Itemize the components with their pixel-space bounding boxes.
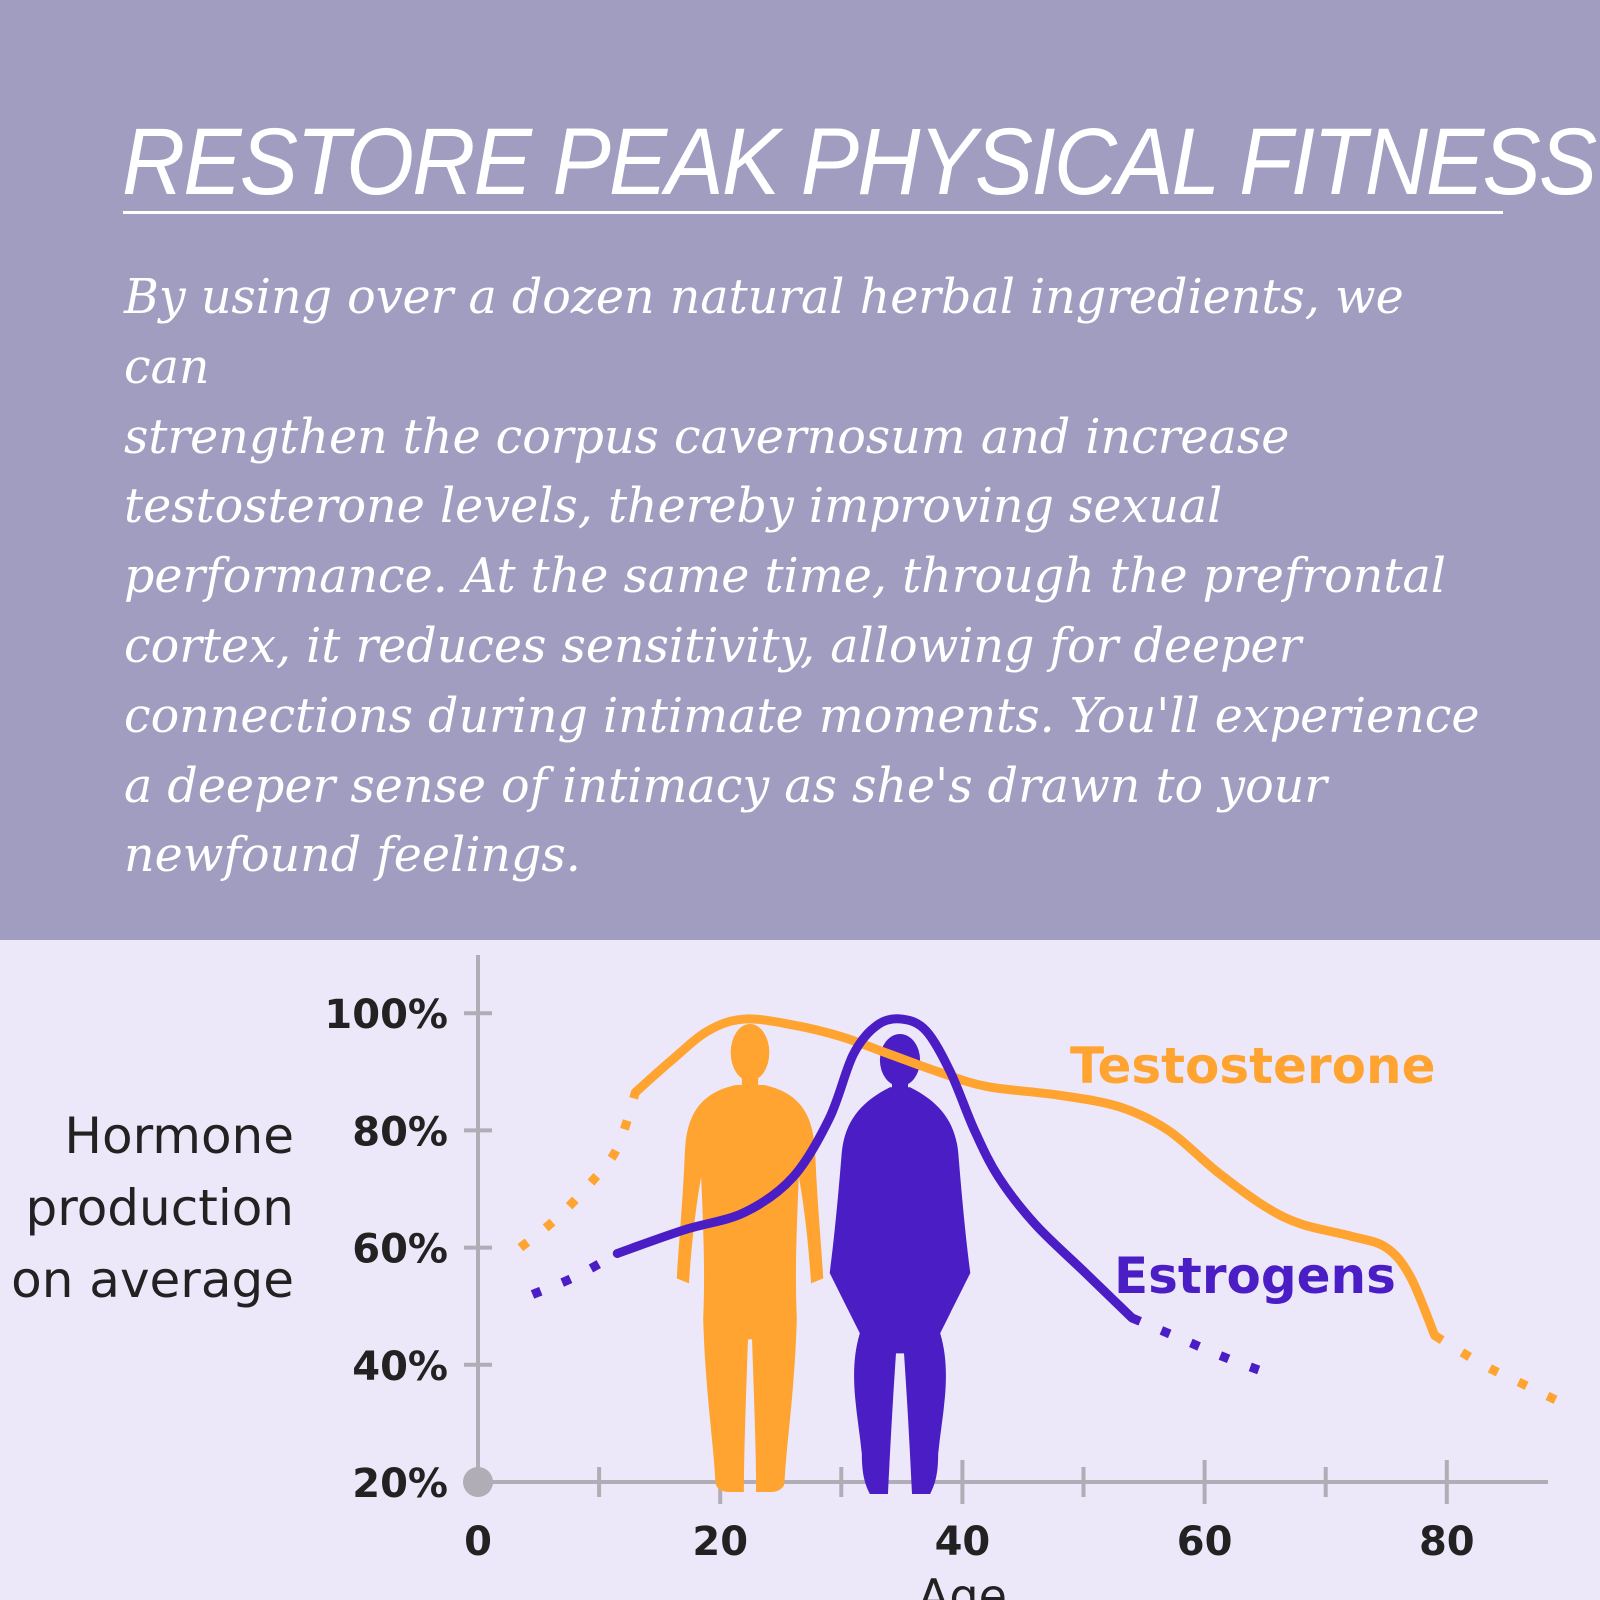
estrogens-label: Estrogens — [1114, 1247, 1396, 1305]
x-tick-label: 20 — [692, 1519, 748, 1565]
page-title: RESTORE PEAK PHYSICAL FITNESS — [122, 109, 1597, 215]
testosterone-dotted-start — [517, 1090, 640, 1252]
y-axis-label-line: production — [25, 1179, 294, 1237]
female-figure-icon-body — [829, 1087, 971, 1494]
male-figure-icon-head — [730, 1024, 770, 1081]
female-figure-icon — [829, 1034, 971, 1494]
testosterone-dotted-end — [1432, 1331, 1558, 1405]
male-figure-icon-body — [676, 1085, 824, 1492]
y-tick-label: 80% — [352, 1109, 448, 1155]
male-figure-icon — [676, 1024, 824, 1492]
header-panel: RESTORE PEAK PHYSICAL FITNESS By using o… — [0, 0, 1600, 940]
y-axis-label: Hormone production on average — [11, 1100, 294, 1316]
x-tick-label: 80 — [1419, 1519, 1475, 1565]
estrogens-dotted-start — [530, 1249, 620, 1299]
testosterone-line — [630, 1014, 1440, 1340]
x-tick-label: 0 — [464, 1519, 492, 1565]
title-underline — [123, 211, 1503, 214]
testosterone-label: Testosterone — [1070, 1037, 1435, 1095]
x-axis-label: Age — [918, 1569, 1007, 1600]
x-tick-label: 40 — [935, 1519, 991, 1565]
y-tick-label: 40% — [352, 1344, 448, 1390]
chart-panel — [0, 940, 1600, 1600]
y-tick-label: 20% — [352, 1461, 448, 1507]
male-figure-icon-neck — [741, 1069, 759, 1091]
body-paragraph: By using over a dozen natural herbal ing… — [124, 270, 1480, 884]
estrogens-dotted-end — [1130, 1313, 1279, 1381]
x-tick-label: 60 — [1177, 1519, 1233, 1565]
y-tick-label: 100% — [324, 992, 448, 1038]
y-axis-label-line: Hormone — [64, 1107, 294, 1165]
estrogens-line — [612, 1014, 1137, 1323]
y-axis-label-line: on average — [11, 1251, 294, 1309]
y-tick-label: 60% — [352, 1227, 448, 1273]
